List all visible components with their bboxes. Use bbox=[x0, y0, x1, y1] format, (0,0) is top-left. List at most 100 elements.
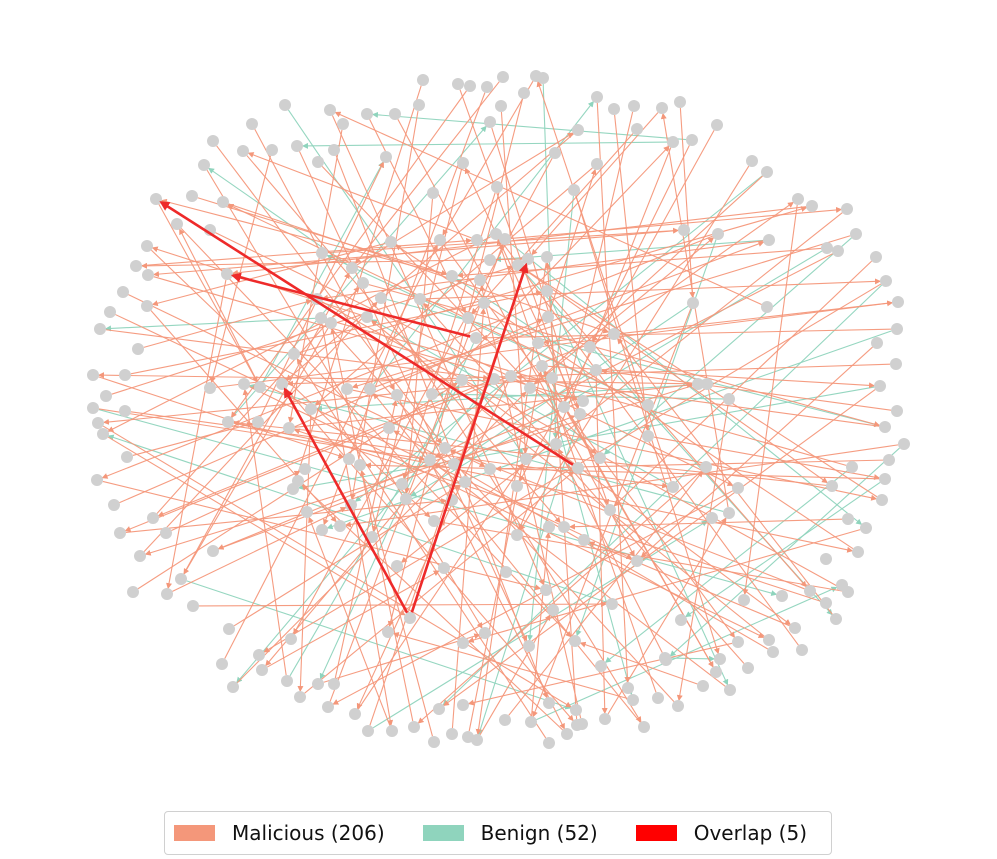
malicious-edge bbox=[111, 265, 514, 395]
graph-node bbox=[346, 262, 358, 274]
malicious-edge bbox=[566, 411, 714, 668]
graph-node bbox=[594, 452, 606, 464]
malicious-edge bbox=[246, 155, 561, 524]
graph-node bbox=[288, 348, 300, 360]
graph-node bbox=[221, 268, 233, 280]
graph-node bbox=[391, 560, 403, 572]
benign-edge bbox=[494, 239, 764, 263]
malicious-edge bbox=[180, 227, 572, 638]
malicious-edge bbox=[216, 145, 442, 445]
graph-node bbox=[470, 332, 482, 344]
graph-node bbox=[608, 103, 620, 115]
malicious-edge bbox=[494, 459, 884, 472]
graph-node bbox=[499, 714, 511, 726]
graph-node bbox=[832, 245, 844, 257]
graph-nodes bbox=[87, 70, 910, 749]
graph-node bbox=[471, 234, 483, 246]
graph-node bbox=[237, 145, 249, 157]
graph-node bbox=[631, 123, 643, 135]
graph-node bbox=[591, 158, 603, 170]
graph-node bbox=[568, 184, 580, 196]
malicious-edge bbox=[536, 80, 672, 482]
graph-node bbox=[874, 380, 886, 392]
graph-node bbox=[628, 100, 640, 112]
graph-node bbox=[427, 187, 439, 199]
graph-node bbox=[354, 459, 366, 471]
graph-node bbox=[481, 81, 493, 93]
graph-node bbox=[385, 236, 397, 248]
graph-node bbox=[541, 285, 553, 297]
graph-node bbox=[428, 736, 440, 748]
malicious-edge bbox=[172, 507, 347, 592]
graph-node bbox=[207, 545, 219, 557]
malicious-edge bbox=[232, 420, 827, 486]
malicious-edge bbox=[563, 111, 634, 403]
graph-node bbox=[457, 699, 469, 711]
graph-node bbox=[186, 190, 198, 202]
malicious-edge bbox=[125, 498, 448, 533]
graph-node bbox=[701, 378, 713, 390]
graph-node bbox=[672, 700, 684, 712]
graph-node bbox=[860, 522, 872, 534]
malicious-edge bbox=[286, 363, 891, 387]
malicious-edge bbox=[247, 152, 472, 239]
graph-node bbox=[404, 612, 416, 624]
graph-node bbox=[459, 476, 471, 488]
graph-node bbox=[577, 395, 589, 407]
graph-node bbox=[674, 96, 686, 108]
graph-node bbox=[652, 692, 664, 704]
malicious-edge bbox=[480, 328, 892, 341]
malicious-edge bbox=[215, 300, 894, 388]
graph-node bbox=[767, 646, 779, 658]
malicious-edge bbox=[519, 129, 715, 482]
graph-node bbox=[627, 694, 639, 706]
malicious-edge bbox=[425, 278, 882, 300]
graph-node bbox=[608, 328, 620, 340]
graph-node bbox=[495, 100, 507, 112]
benign-edge bbox=[98, 409, 778, 596]
graph-node bbox=[383, 422, 395, 434]
graph-node bbox=[132, 343, 144, 355]
graph-node bbox=[692, 378, 704, 390]
graph-node bbox=[171, 218, 183, 230]
malicious-edge bbox=[351, 235, 851, 389]
malicious-edge bbox=[260, 161, 384, 417]
graph-node bbox=[520, 453, 532, 465]
malicious-edge bbox=[321, 240, 764, 301]
malicious-edge bbox=[392, 632, 628, 699]
malicious-edge bbox=[323, 633, 481, 683]
malicious-edge bbox=[236, 391, 527, 684]
graph-node bbox=[134, 550, 146, 562]
graph-node bbox=[558, 521, 570, 533]
legend-item-benign: Benign (52) bbox=[422, 821, 598, 845]
graph-node bbox=[578, 534, 590, 546]
malicious-edge bbox=[228, 203, 610, 334]
graph-node bbox=[204, 382, 216, 394]
graph-node bbox=[543, 697, 555, 709]
overlap-edge bbox=[230, 272, 471, 338]
malicious-edge bbox=[449, 449, 805, 590]
graph-node bbox=[898, 438, 910, 450]
graph-node bbox=[572, 462, 584, 474]
graph-node bbox=[361, 311, 373, 323]
graph-node bbox=[804, 585, 816, 597]
malicious-edge bbox=[456, 247, 822, 279]
graph-node bbox=[117, 286, 129, 298]
graph-node bbox=[428, 515, 440, 527]
graph-node bbox=[550, 438, 562, 450]
graph-node bbox=[796, 644, 808, 656]
malicious-edge bbox=[400, 212, 843, 563]
graph-node bbox=[660, 654, 672, 666]
malicious-edge bbox=[519, 165, 750, 531]
graph-node bbox=[325, 317, 337, 329]
graph-node bbox=[870, 251, 882, 263]
graph-node bbox=[842, 513, 854, 525]
graph-node bbox=[789, 622, 801, 634]
malicious-edge bbox=[179, 228, 258, 382]
graph-node bbox=[198, 159, 210, 171]
graph-node bbox=[328, 144, 340, 156]
malicious-edge bbox=[102, 425, 572, 708]
graph-node bbox=[434, 234, 446, 246]
malicious-edge bbox=[568, 518, 843, 530]
graph-node bbox=[604, 504, 616, 516]
